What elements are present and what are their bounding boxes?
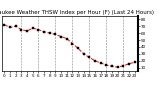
Title: Milwaukee Weather THSW Index per Hour (F) (Last 24 Hours): Milwaukee Weather THSW Index per Hour (F… (0, 10, 154, 15)
